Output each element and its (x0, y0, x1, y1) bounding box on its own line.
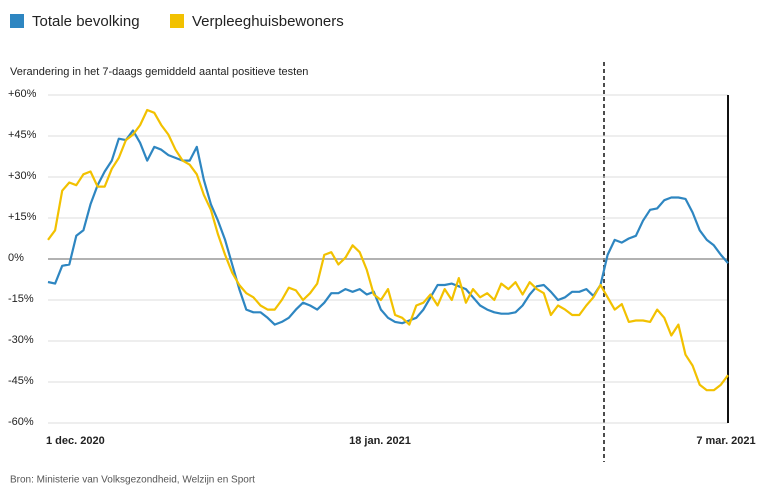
y-tick-label: 0% (8, 252, 24, 264)
x-tick-label: 7 mar. 2021 (696, 435, 755, 447)
series-line (47, 129, 729, 326)
source: Bron: Ministerie van Volksgezondheid, We… (10, 475, 255, 486)
x-tick-label: 1 dec. 2020 (46, 435, 105, 447)
subtitle: Verandering in het 7-daags gemiddeld aan… (10, 66, 308, 78)
series-line (47, 108, 729, 392)
legend-label: Totale bevolking (32, 13, 140, 30)
legend-label: Verpleeghuisbewoners (192, 13, 344, 30)
y-tick-label: +60% (8, 88, 37, 100)
y-tick-label: -15% (8, 293, 34, 305)
y-tick-label: +45% (8, 129, 37, 141)
legend-swatch (170, 14, 184, 28)
y-tick-label: +30% (8, 170, 37, 182)
y-tick-label: +15% (8, 211, 37, 223)
y-tick-label: -30% (8, 334, 34, 346)
y-tick-label: -60% (8, 416, 34, 428)
legend-swatch (10, 14, 24, 28)
x-tick-label: 18 jan. 2021 (349, 435, 411, 447)
y-tick-label: -45% (8, 375, 34, 387)
